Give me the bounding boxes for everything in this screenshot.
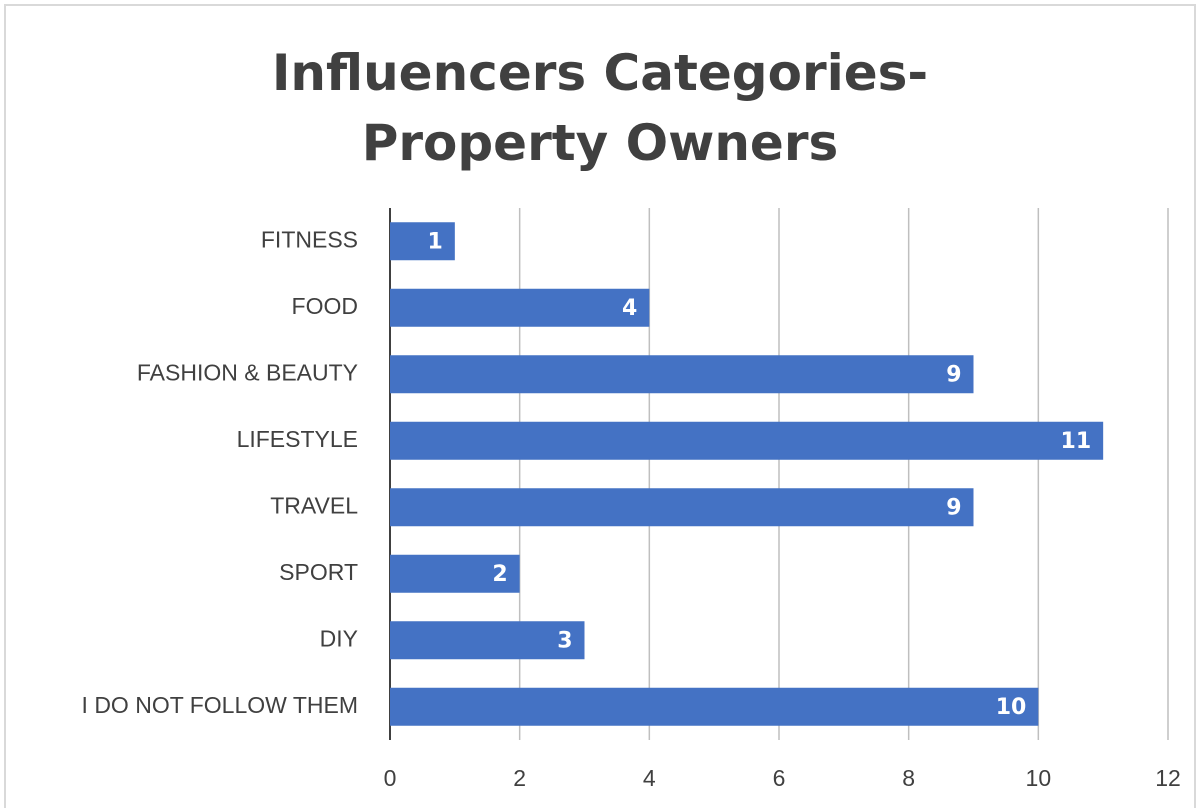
x-tick-label: 4 bbox=[643, 765, 656, 791]
x-tick-label: 2 bbox=[513, 765, 526, 791]
x-tick-label: 8 bbox=[902, 765, 915, 791]
data-label: 3 bbox=[557, 628, 572, 653]
y-tick-label: SPORT bbox=[279, 559, 358, 585]
bar bbox=[390, 355, 974, 394]
bar bbox=[390, 288, 650, 327]
data-label: 4 bbox=[622, 296, 637, 321]
x-tick-label: 12 bbox=[1155, 765, 1181, 791]
bar bbox=[390, 621, 585, 660]
data-label: 1 bbox=[428, 229, 443, 254]
bar bbox=[390, 554, 520, 593]
y-tick-label: DIY bbox=[320, 625, 358, 651]
x-tick-label: 10 bbox=[1026, 765, 1052, 791]
data-label: 10 bbox=[996, 695, 1027, 720]
data-label: 2 bbox=[492, 562, 507, 587]
bar bbox=[390, 687, 1039, 726]
chart-border bbox=[4, 4, 1196, 808]
y-tick-label: TRAVEL bbox=[270, 492, 358, 518]
x-tick-label: 0 bbox=[384, 765, 397, 791]
data-label: 11 bbox=[1061, 429, 1092, 454]
bar bbox=[390, 488, 974, 527]
y-tick-label: FOOD bbox=[292, 293, 358, 319]
data-label: 9 bbox=[946, 362, 961, 387]
x-tick-label: 6 bbox=[773, 765, 786, 791]
y-tick-label: LIFESTYLE bbox=[237, 426, 358, 452]
data-label: 9 bbox=[946, 495, 961, 520]
y-tick-label: FASHION & BEAUTY bbox=[137, 359, 358, 385]
bar bbox=[390, 421, 1104, 460]
y-tick-label: I DO NOT FOLLOW THEM bbox=[82, 692, 358, 718]
y-tick-label: FITNESS bbox=[261, 226, 358, 252]
bar bbox=[390, 222, 455, 261]
chart-title: Influencers Categories- Property Owners bbox=[271, 44, 929, 172]
